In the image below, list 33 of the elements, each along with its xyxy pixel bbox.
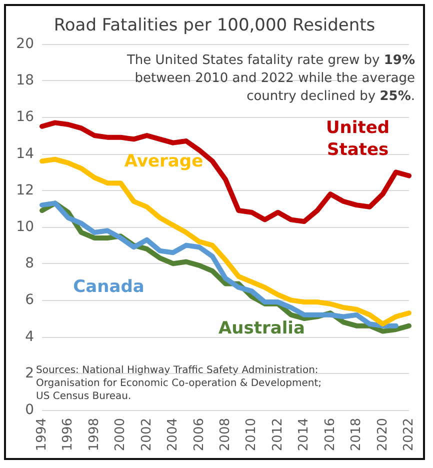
x-tick-label: 2010 xyxy=(244,418,260,452)
x-tick-label: 2012 xyxy=(270,418,286,452)
x-tick-label: 2002 xyxy=(139,418,154,452)
x-tick-label: 2016 xyxy=(322,418,338,452)
series-label: Average xyxy=(124,151,204,172)
x-tick-label: 1994 xyxy=(34,418,50,452)
y-tick-label: 20 xyxy=(16,36,34,52)
x-tick-label: 2008 xyxy=(218,418,233,452)
y-tick-label: 2 xyxy=(25,365,34,382)
y-tick-label: 4 xyxy=(25,328,34,345)
x-tick-label: 2014 xyxy=(296,418,312,452)
y-tick-label: 10 xyxy=(16,219,34,235)
x-tick-label: 1996 xyxy=(60,418,76,452)
series-label: Australia xyxy=(218,318,305,339)
series-label: Canada xyxy=(73,277,144,298)
annotation: Sources: National Highway Traffic Safety Administration; Organisation for Economic Co-operation & Development; US Census Bureau. xyxy=(36,365,325,402)
x-tick-label: 2018 xyxy=(349,418,364,452)
x-tick-label: 2006 xyxy=(192,418,207,452)
chart-title: Road Fatalities per 100,000 Residents xyxy=(54,16,376,36)
y-tick-label: 14 xyxy=(16,146,34,162)
x-tick-label: 2020 xyxy=(375,418,390,452)
x-tick-label: 2022 xyxy=(402,418,416,452)
x-tick-label: 2000 xyxy=(113,418,128,452)
x-tick-label: 2004 xyxy=(166,418,181,452)
series-label: United States xyxy=(326,118,390,160)
y-tick-label: 0 xyxy=(25,402,34,418)
y-tick-label: 6 xyxy=(25,292,34,308)
annotation: The United States fatality rate grew by 19% between 2010 and 2022 while the average country declined by 25%. xyxy=(126,52,415,106)
y-tick-label: 16 xyxy=(16,109,34,126)
y-tick-label: 8 xyxy=(25,256,34,272)
x-tick-label: 1998 xyxy=(86,418,102,452)
y-tick-label: 18 xyxy=(16,72,34,89)
y-tick-label: 12 xyxy=(16,182,34,198)
